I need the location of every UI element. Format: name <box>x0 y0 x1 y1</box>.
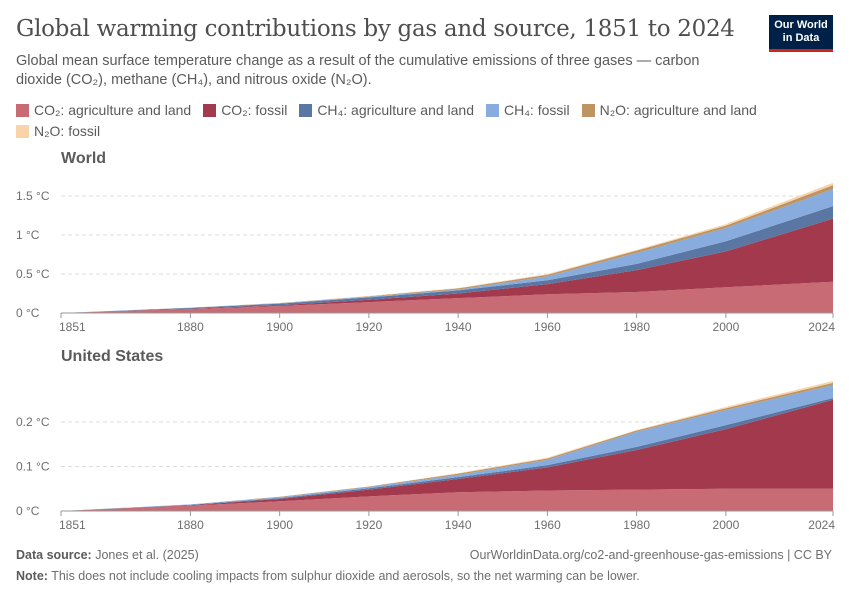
y-tick-label: 1 °C <box>16 228 40 242</box>
legend-swatch <box>299 104 313 117</box>
legend-label: CH₄: fossil <box>504 102 570 118</box>
note: Note: This does not include cooling impa… <box>16 569 640 583</box>
x-tick-label: 1940 <box>445 320 472 334</box>
owid-logo[interactable]: Our World in Data <box>769 15 833 52</box>
legend-item[interactable]: CH₄: fossil <box>486 101 570 120</box>
legend-swatch <box>486 104 499 117</box>
facet-title-world: World <box>61 150 107 167</box>
legend-item[interactable]: CH₄: agriculture and land <box>299 101 474 120</box>
x-tick-label: 1940 <box>445 518 472 532</box>
y-tick-label: 0.1 °C <box>16 460 50 474</box>
x-tick-label: 1880 <box>177 320 204 334</box>
x-tick-label: 1851 <box>59 320 86 334</box>
x-tick-label: 1920 <box>356 518 383 532</box>
y-tick-label: 0.2 °C <box>16 415 50 429</box>
x-tick-label: 1851 <box>59 518 86 532</box>
x-tick-label: 2024 <box>808 320 835 334</box>
chart-subtitle: Global mean surface temperature change a… <box>16 53 700 88</box>
legend-label: N₂O: agriculture and land <box>599 102 757 118</box>
legend-swatch <box>203 104 217 117</box>
chart-title: Global warming contributions by gas and … <box>16 16 735 42</box>
x-tick-label: 1960 <box>534 320 561 334</box>
x-tick-label: 2024 <box>808 518 835 532</box>
area-ch-agriculture-and-land <box>61 206 833 313</box>
url-license[interactable]: OurWorldinData.org/co2-and-greenhouse-ga… <box>469 548 832 562</box>
x-tick-label: 1900 <box>266 320 293 334</box>
y-tick-label: 1.5 °C <box>16 189 50 203</box>
area-co-fossil <box>61 399 833 511</box>
legend-swatch <box>16 104 29 117</box>
x-tick-label: 1920 <box>356 320 383 334</box>
legend: CO₂: agriculture and land CO₂: fossil CH₄:… <box>16 101 816 143</box>
facet-title-us: United States <box>61 348 164 365</box>
legend-label: CO₂: fossil <box>221 102 288 118</box>
legend-item[interactable]: N₂O: agriculture and land <box>581 101 757 120</box>
legend-label: CO₂: agriculture and land <box>34 102 192 118</box>
area-ch-fossil <box>61 188 833 313</box>
area-co-agriculture-and-land <box>61 488 833 511</box>
x-tick-label: 1900 <box>266 518 293 532</box>
y-tick-label: 0.5 °C <box>16 267 50 281</box>
x-tick-label: 1960 <box>534 518 561 532</box>
legend-item[interactable]: N₂O: fossil <box>16 122 100 141</box>
x-tick-label: 1880 <box>177 518 204 532</box>
legend-label: N₂O: fossil <box>34 123 101 139</box>
legend-label: CH₄: agriculture and land <box>317 102 474 118</box>
x-tick-label: 2000 <box>713 320 740 334</box>
source-link[interactable]: Jones et al. (2025) <box>95 548 199 562</box>
y-tick-label: 0 °C <box>16 504 40 518</box>
area-co-agriculture-and-land <box>61 281 833 313</box>
area-co-fossil <box>61 218 833 313</box>
data-source: Data source: Jones et al. (2025) <box>16 548 199 562</box>
legend-swatch <box>581 104 595 117</box>
x-tick-label: 2000 <box>713 518 740 532</box>
legend-swatch <box>16 125 29 138</box>
x-tick-label: 1980 <box>623 320 650 334</box>
x-tick-label: 1980 <box>623 518 650 532</box>
y-tick-label: 0 °C <box>16 306 40 320</box>
legend-item[interactable]: CO₂: fossil <box>203 101 287 120</box>
legend-item[interactable]: CO₂: agriculture and land <box>16 101 191 120</box>
